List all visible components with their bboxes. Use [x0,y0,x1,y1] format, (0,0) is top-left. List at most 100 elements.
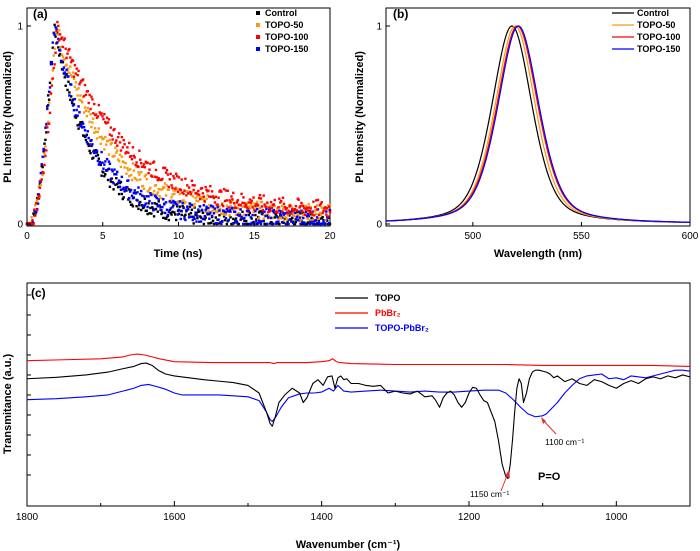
panel-a-ticks: 0 5 10 15 20 0 1 [17,22,336,243]
point-topo-150 [240,215,243,219]
point-topo-150 [58,49,62,52]
point-topo-50 [35,199,39,202]
point-topo-100 [37,194,41,198]
point-topo-50 [103,148,106,151]
point-topo-100 [97,103,101,107]
point-topo-150 [219,221,222,224]
point-topo-100 [117,132,121,135]
legend-label-topo-150-b: TOPO-150 [637,44,680,54]
point-topo-150 [161,205,164,209]
point-topo-50 [280,204,284,208]
point-topo-150 [106,168,110,171]
point-topo-50 [281,207,285,210]
arrow-1150-head [505,470,510,478]
point-topo-150 [254,209,257,213]
point-control [180,213,183,217]
point-topo-150 [124,188,127,191]
point-topo-100 [68,47,71,51]
point-topo-50 [98,136,101,139]
point-topo-150 [218,209,221,212]
point-topo-150 [293,211,297,215]
series-topo-50-points [25,27,332,226]
point-topo-100 [69,56,72,59]
point-topo-150 [277,220,280,223]
point-topo-100 [71,59,75,62]
point-topo-50 [252,210,255,214]
point-topo-100 [189,192,193,195]
point-topo-150 [123,190,126,193]
point-topo-50 [126,166,129,170]
point-topo-50 [256,200,259,203]
point-topo-100 [251,206,254,209]
point-control [41,165,44,169]
point-topo-50 [127,169,130,172]
point-control [153,202,157,205]
point-control [106,178,110,182]
point-topo-50 [225,204,229,207]
point-topo-100 [244,205,247,208]
point-topo-100 [65,56,68,60]
point-topo-100 [62,38,66,42]
point-topo-50 [120,155,124,158]
point-topo-100 [286,212,289,215]
point-control [57,46,60,49]
point-topo-50 [210,210,214,213]
point-control [88,149,91,153]
point-topo-100 [260,205,264,208]
point-control [205,207,208,210]
point-topo-100 [314,205,317,209]
point-topo-50 [129,173,133,177]
point-topo-100 [146,161,149,164]
point-topo-150 [282,213,286,216]
point-topo-100 [47,122,51,125]
point-control [212,222,216,226]
point-topo-150 [229,210,232,213]
point-topo-150 [145,195,148,198]
point-topo-100 [164,171,168,174]
point-topo-100 [149,162,152,165]
point-topo-150 [225,207,229,211]
point-topo-150 [149,192,152,195]
point-control [114,183,117,186]
point-control [320,217,323,220]
point-topo-50 [229,204,232,208]
point-topo-100 [98,111,101,114]
point-topo-150 [178,200,182,203]
point-topo-50 [83,106,87,109]
point-topo-100 [170,184,173,187]
point-topo-50 [134,177,137,181]
panel-c-x-axis-title: Wavenumber (cm⁻¹) [296,539,401,551]
point-topo-50 [228,213,231,217]
point-topo-100 [133,156,136,159]
point-topo-150 [201,217,205,221]
point-topo-50 [131,162,135,165]
point-topo-50 [305,216,309,219]
point-topo-150 [250,221,253,225]
point-topo-100 [240,192,243,196]
point-topo-150 [234,219,238,223]
point-topo-150 [306,212,310,216]
point-topo-50 [145,177,148,181]
point-topo-150 [270,222,274,226]
point-topo-150 [283,212,287,215]
panel-b-y-axis-title: PL Intensity (Normalized) [354,51,366,183]
point-topo-50 [96,130,100,134]
point-topo-50 [74,81,78,84]
point-topo-150 [267,216,270,219]
point-topo-150 [41,155,44,158]
point-topo-50 [141,184,145,188]
point-topo-50 [328,203,332,207]
point-topo-50 [190,190,194,194]
point-topo-150 [54,25,57,29]
point-control [167,218,171,222]
point-topo-100 [73,63,77,67]
point-topo-100 [132,154,136,158]
point-topo-50 [307,203,311,206]
point-topo-100 [96,115,100,118]
arrow-1100-head [541,417,546,424]
point-topo-50 [76,94,79,97]
point-topo-100 [171,186,174,190]
point-control [204,216,207,219]
point-topo-150 [233,210,237,213]
